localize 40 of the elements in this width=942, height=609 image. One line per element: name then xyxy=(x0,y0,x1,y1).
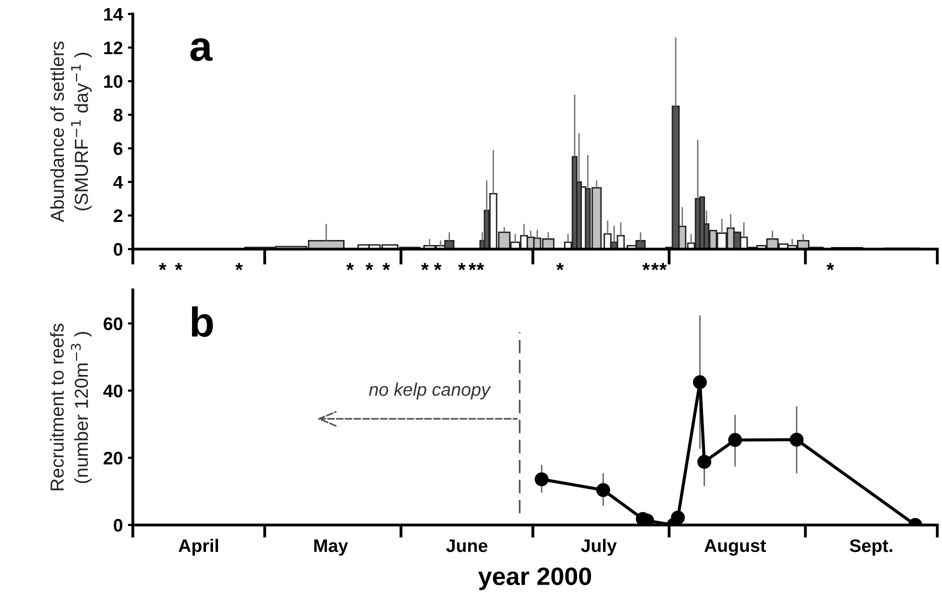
text: * xyxy=(642,262,650,270)
text: * xyxy=(659,262,667,270)
text: * xyxy=(556,262,564,270)
text: * xyxy=(174,262,182,270)
y-tick-label: 0 xyxy=(114,243,122,256)
text: * xyxy=(826,262,834,270)
text: * xyxy=(382,262,390,270)
chart-title: a xyxy=(190,38,213,62)
x-tick-label: June xyxy=(446,540,488,552)
x-tick-label: May xyxy=(314,540,348,556)
y-tick-label: 10 xyxy=(104,75,122,88)
text: * xyxy=(476,262,484,270)
text: * xyxy=(158,262,166,270)
y-tick-label: 6 xyxy=(114,142,122,156)
y-axis-title: Abundance of settlers (SMURF$^{−1}$ day$^{−1}$ ) xyxy=(50,42,92,222)
y-tick-label: 0 xyxy=(114,518,122,532)
text: * xyxy=(235,262,243,270)
y-axis-title: Recruitment to reefs (number 120m$^{−3}$ ) xyxy=(50,324,92,490)
text: * xyxy=(421,262,429,270)
y-tick-label: 12 xyxy=(104,42,122,54)
text: * xyxy=(346,262,354,270)
x-tick-label: April xyxy=(178,538,218,556)
y-tick-label: 14 xyxy=(104,8,124,21)
x-tick-label: August xyxy=(704,539,766,556)
y-tick-label: 4 xyxy=(113,176,124,188)
y-tick-label: 2 xyxy=(114,209,122,222)
text: * xyxy=(468,262,476,270)
y-tick-label: 40 xyxy=(103,384,122,398)
x-tick-label: July xyxy=(581,538,617,556)
text: * xyxy=(458,262,466,270)
x-axis-title: year 2000 xyxy=(478,567,592,590)
annotation: no kelp canopy xyxy=(368,382,492,400)
x-tick-label: Sept. xyxy=(850,539,892,556)
y-tick-label: 8 xyxy=(114,108,123,122)
text: * xyxy=(651,262,659,270)
y-tick-label: 60 xyxy=(104,317,122,330)
text: * xyxy=(434,262,442,270)
text: * xyxy=(366,262,374,270)
chart-title: b xyxy=(192,306,213,337)
y-tick-label: 20 xyxy=(104,452,122,465)
